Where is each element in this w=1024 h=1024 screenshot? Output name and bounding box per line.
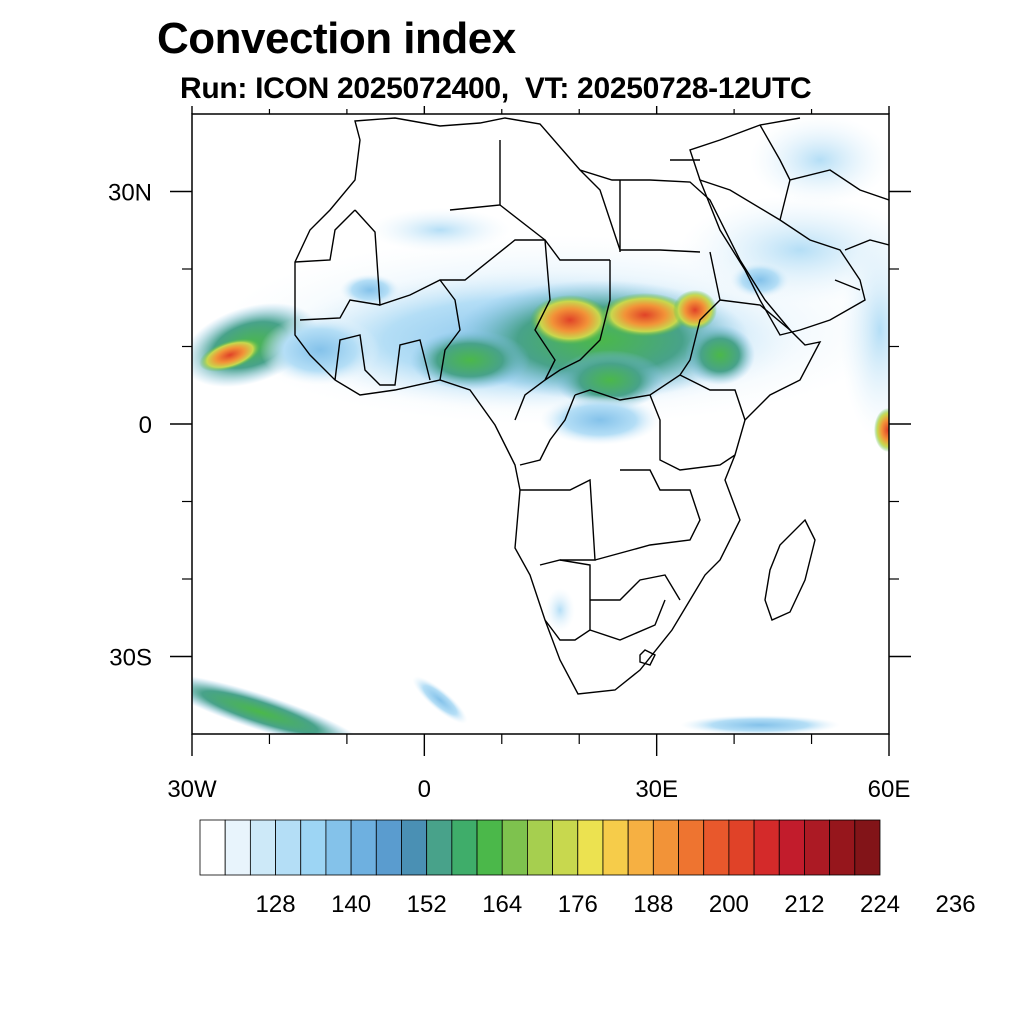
colorbar-swatch xyxy=(501,819,528,876)
y-tick-label: 0 xyxy=(139,412,152,439)
colorbar-swatch xyxy=(602,819,629,876)
colorbar-swatch xyxy=(350,819,377,876)
madagascar-outline xyxy=(764,518,816,621)
colorbar: 128 140 152 164 176 188 200 212 224 236 xyxy=(199,819,976,918)
colorbar-tick-label: 176 xyxy=(558,891,598,918)
colorbar-swatch xyxy=(552,819,579,876)
colorbar-swatch xyxy=(703,819,730,876)
x-tick-label: 30W xyxy=(167,776,217,803)
colorbar-swatch xyxy=(451,819,478,876)
colorbar-swatch xyxy=(426,819,453,876)
colorbar-swatch xyxy=(728,819,755,876)
arabia-outline xyxy=(698,178,866,336)
colorbar-swatch xyxy=(275,819,302,876)
colorbar-swatch xyxy=(577,819,604,876)
colorbar-swatch xyxy=(678,819,705,876)
colorbar-tick-label: 212 xyxy=(784,891,824,918)
y-tick-label: 30S xyxy=(109,645,152,672)
colorbar-tick-label: 152 xyxy=(407,891,447,918)
colorbar-swatch xyxy=(753,819,780,876)
colorbar-swatch xyxy=(300,819,327,876)
colorbar-swatch xyxy=(224,819,251,876)
colorbar-swatch xyxy=(375,819,402,876)
colorbar-swatch xyxy=(627,819,654,876)
africa-coastline xyxy=(294,117,822,695)
colorbar-tick-label: 200 xyxy=(709,891,749,918)
colorbar-swatch xyxy=(854,819,881,876)
y-tick-label: 30N xyxy=(108,180,152,207)
country-borders xyxy=(294,117,889,695)
colorbar-tick-label: 140 xyxy=(331,891,371,918)
chart-subtitle: Run: ICON 2025072400, VT: 20250728-12UTC xyxy=(180,72,812,105)
colorbar-tick-label: 128 xyxy=(256,891,296,918)
colorbar-swatch xyxy=(401,819,428,876)
colorbar-tick-label: 164 xyxy=(482,891,522,918)
colorbar-swatch xyxy=(249,819,276,876)
colorbar-swatch xyxy=(804,819,831,876)
colorbar-tick-label: 224 xyxy=(860,891,900,918)
colorbar-tick-label: 236 xyxy=(936,891,976,918)
colorbar-swatch xyxy=(199,819,226,876)
colorbar-swatch xyxy=(527,819,553,876)
x-tick-label: 0 xyxy=(418,776,431,803)
colorbar-swatch xyxy=(652,819,679,876)
map-axes: 30W 0 30E 60E 30N 0 30S xyxy=(108,106,911,803)
convection-field xyxy=(192,115,889,734)
colorbar-swatch xyxy=(829,819,856,876)
chart-title: Convection index xyxy=(157,14,516,63)
colorbar-swatch xyxy=(778,819,805,876)
x-tick-label: 30E xyxy=(635,776,678,803)
colorbar-swatch xyxy=(476,819,503,876)
x-tick-label: 60E xyxy=(868,776,911,803)
colorbar-tick-label: 188 xyxy=(633,891,673,918)
colorbar-swatch xyxy=(325,819,352,876)
